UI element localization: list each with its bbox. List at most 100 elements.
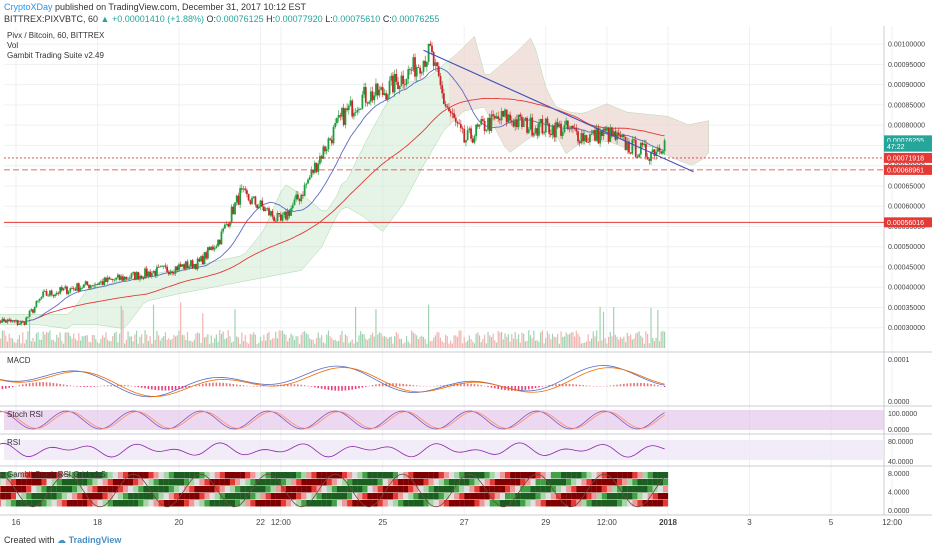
grid-cell	[484, 479, 490, 486]
volume-bar	[141, 334, 143, 348]
macd-bar	[1, 386, 4, 390]
grid-cell	[454, 493, 460, 500]
grid-cell	[510, 493, 516, 500]
grid-cell	[72, 493, 78, 500]
grid-cell	[173, 500, 180, 507]
volume-bar	[577, 333, 579, 348]
candle-body	[376, 83, 379, 96]
main-legend-item: Vol	[7, 41, 18, 50]
volume-bar	[271, 338, 273, 348]
macd-bar	[629, 383, 632, 387]
grid-cell	[596, 500, 602, 507]
candle-body	[660, 151, 663, 154]
candle-body	[641, 142, 644, 145]
grid-cell	[392, 486, 399, 493]
grid-cell	[153, 479, 159, 486]
grid-cell	[484, 472, 490, 479]
macd-bar	[290, 384, 292, 387]
candle-body	[0, 321, 2, 323]
candle-body	[16, 320, 19, 325]
grid-cell	[235, 479, 241, 486]
grid-cell	[352, 486, 358, 493]
tradingview-brand[interactable]: TradingView	[68, 535, 122, 545]
volume-bar	[142, 343, 144, 348]
grid-cell	[377, 493, 383, 500]
volume-bar	[480, 342, 482, 348]
grid-cell	[0, 472, 1, 479]
grid-cell	[143, 500, 149, 507]
grid-cell	[606, 486, 613, 493]
volume-bar	[212, 342, 214, 348]
grid-cell	[657, 500, 664, 507]
candle-body	[444, 104, 447, 107]
volume-bar	[455, 335, 457, 348]
grid-cell	[555, 486, 562, 493]
macd-bar	[212, 382, 214, 387]
grid-cell	[576, 479, 582, 486]
price-tick-label: 0.00040000	[888, 285, 925, 292]
grid-cell	[520, 500, 526, 507]
grid-cell	[428, 493, 434, 500]
macd-bar	[55, 383, 58, 387]
candle-body	[38, 298, 41, 301]
grid-cell	[642, 486, 648, 493]
grid-cell	[5, 486, 12, 493]
grid-cell	[525, 479, 531, 486]
candle-body	[521, 116, 523, 127]
volume-bar	[604, 338, 606, 348]
macd-bar	[633, 382, 635, 387]
volume-bar	[641, 337, 644, 348]
candle-body	[291, 205, 294, 209]
candle-body	[544, 118, 547, 133]
grid-cell	[61, 493, 68, 500]
grid-cell	[387, 500, 394, 507]
grid-cell	[102, 472, 108, 479]
grid-cell	[479, 472, 485, 479]
volume-bar	[516, 338, 518, 348]
author-link[interactable]: CryptoXDay	[4, 2, 53, 12]
candle-body	[383, 93, 386, 95]
macd-bar	[154, 386, 157, 390]
grid-cell	[413, 479, 419, 486]
candle-body	[52, 294, 55, 297]
grid-cell	[280, 479, 287, 486]
candle-body	[495, 116, 498, 119]
grid-cell	[561, 493, 567, 500]
grid-cell	[499, 500, 506, 507]
grid-cell	[377, 479, 383, 486]
grid-cell	[148, 493, 154, 500]
candle-body	[629, 152, 632, 154]
grid-cell	[357, 500, 363, 507]
macd-bar	[320, 386, 323, 389]
candle-body	[488, 118, 491, 131]
volume-bar	[122, 309, 124, 348]
grid-cell	[168, 472, 175, 479]
macd-bar	[215, 382, 218, 387]
grid-cell	[153, 472, 159, 479]
grid-cell	[46, 500, 52, 507]
volume-bar	[234, 309, 236, 348]
time-tick-label: 12:00	[882, 518, 903, 527]
volume-bar	[101, 335, 104, 348]
volume-bar	[91, 335, 94, 348]
grid-cell	[347, 493, 353, 500]
candle-body	[268, 208, 270, 216]
candle-body	[174, 266, 177, 274]
volume-bar	[315, 338, 318, 348]
grid-cell	[245, 472, 251, 479]
grid-cell	[617, 472, 623, 479]
volume-bar	[348, 343, 350, 348]
grid-cell	[581, 493, 587, 500]
macd-bar	[174, 386, 177, 390]
volume-bar	[533, 330, 535, 348]
macd-bar	[89, 386, 92, 387]
volume-bar	[645, 331, 647, 348]
volume-bar	[214, 338, 216, 348]
candle-body	[115, 277, 118, 280]
candle-body	[409, 69, 411, 70]
macd-bar	[463, 383, 466, 387]
candle-body	[504, 109, 506, 117]
macd-bar	[334, 386, 337, 391]
candle-body	[237, 195, 240, 205]
